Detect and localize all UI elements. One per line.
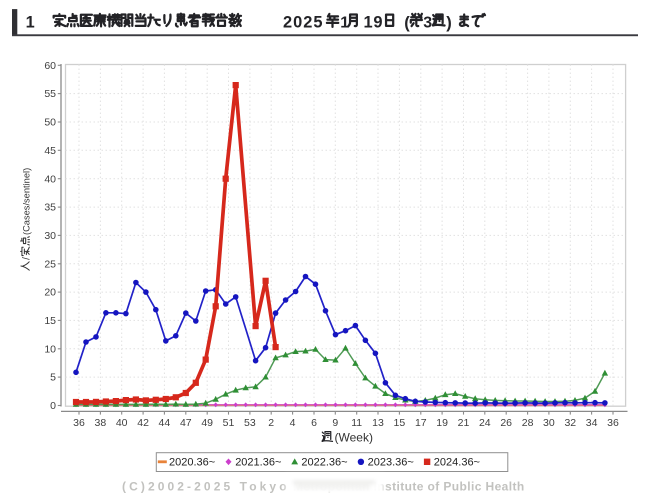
svg-text:25: 25 (44, 258, 56, 270)
svg-text:26: 26 (500, 417, 512, 429)
svg-text:36: 36 (73, 417, 85, 429)
svg-text:44: 44 (159, 417, 171, 429)
svg-text:36: 36 (607, 417, 619, 429)
svg-text:2024.36~: 2024.36~ (434, 457, 480, 469)
svg-text:(Week): (Week) (335, 431, 373, 445)
svg-text:5: 5 (50, 372, 56, 384)
svg-text:1: 1 (340, 15, 349, 32)
svg-text:15: 15 (394, 417, 406, 429)
svg-text:(: ( (404, 14, 410, 32)
svg-text:3: 3 (423, 15, 432, 32)
svg-text:40: 40 (116, 417, 128, 429)
svg-text:40: 40 (44, 173, 56, 185)
svg-text:13: 13 (372, 417, 384, 429)
svg-text:6: 6 (311, 417, 317, 429)
svg-text:35: 35 (44, 202, 56, 214)
svg-text:4: 4 (290, 417, 296, 429)
svg-text:30: 30 (44, 230, 56, 242)
svg-text:15: 15 (44, 315, 56, 327)
svg-text:(C)2002-2025 Tokyo: (C)2002-2025 Tokyo (122, 480, 290, 494)
svg-text:38: 38 (95, 417, 107, 429)
svg-text:30: 30 (543, 417, 555, 429)
svg-text:2023.36~: 2023.36~ (368, 457, 414, 469)
svg-text:47: 47 (180, 417, 192, 429)
svg-text:32: 32 (564, 417, 576, 429)
svg-text:2: 2 (268, 417, 274, 429)
svg-text:): ) (446, 14, 452, 32)
svg-text:11: 11 (351, 417, 362, 429)
svg-text:9: 9 (332, 417, 338, 429)
svg-text:2022.36~: 2022.36~ (301, 457, 347, 469)
svg-text:45: 45 (44, 145, 56, 157)
svg-text:19: 19 (364, 14, 384, 32)
svg-text:53: 53 (244, 417, 256, 429)
svg-text:49: 49 (201, 417, 213, 429)
svg-text:34: 34 (586, 417, 598, 429)
svg-text:24: 24 (479, 417, 491, 429)
svg-text:21: 21 (458, 417, 470, 429)
svg-text:55: 55 (44, 88, 56, 100)
svg-text:(Cases/sentinel): (Cases/sentinel) (22, 168, 32, 235)
svg-text:17: 17 (415, 417, 427, 429)
svg-text:60: 60 (44, 60, 56, 72)
svg-text:10: 10 (44, 343, 56, 355)
svg-text:19: 19 (436, 417, 448, 429)
svg-text:28: 28 (522, 417, 534, 429)
svg-text:50: 50 (44, 117, 56, 129)
svg-text:2021.36~: 2021.36~ (235, 457, 281, 469)
svg-text:2025: 2025 (283, 14, 323, 32)
svg-text:20: 20 (44, 287, 56, 299)
svg-text:1: 1 (26, 14, 35, 32)
svg-text:42: 42 (137, 417, 149, 429)
svg-text:2020.36~: 2020.36~ (169, 457, 215, 469)
svg-text:/: / (22, 257, 33, 260)
svg-text:51: 51 (223, 417, 235, 429)
svg-text:0: 0 (50, 400, 56, 412)
